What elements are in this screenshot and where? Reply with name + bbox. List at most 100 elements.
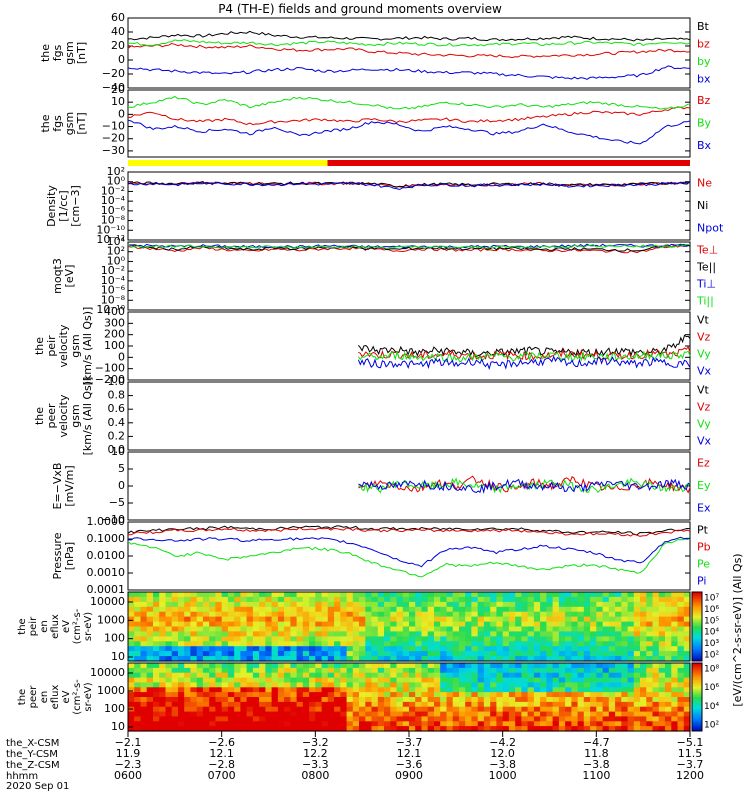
- heatmap-cell: [440, 711, 447, 718]
- heatmap-cell: [621, 611, 629, 618]
- heatmap-cell: [415, 721, 422, 727]
- heatmap-cell: [452, 631, 460, 637]
- heatmap-cell: [240, 716, 248, 722]
- heatmap-cell: [190, 596, 198, 603]
- heatmap-cell: [440, 601, 447, 608]
- heatmap-cell: [502, 611, 510, 618]
- heatmap-cell: [596, 672, 604, 679]
- heatmap-cell: [252, 663, 260, 669]
- heatmap-cell: [384, 667, 391, 674]
- heatmap-cell: [184, 651, 191, 657]
- heatmap-cell: [465, 687, 472, 693]
- heatmap-cell: [284, 606, 291, 613]
- heatmap-cell: [227, 606, 235, 613]
- heatmap-cell: [290, 651, 298, 657]
- heatmap-cell: [365, 616, 373, 623]
- heatmap-cell: [552, 697, 560, 703]
- heatmap-cell: [140, 706, 148, 713]
- heatmap-cell: [215, 641, 223, 647]
- heatmap-cell: [140, 606, 148, 613]
- colorbar-segment: [692, 690, 702, 693]
- heatmap-cell: [396, 697, 404, 703]
- heatmap-cell: [159, 596, 166, 603]
- heatmap-cell: [615, 616, 622, 623]
- heatmap-cell: [284, 687, 291, 693]
- heatmap-cell: [340, 687, 348, 693]
- heatmap-cell: [371, 601, 379, 608]
- heatmap-cell: [665, 592, 672, 598]
- heatmap-cell: [459, 711, 466, 718]
- heatmap-cell: [621, 626, 629, 632]
- heatmap-cell: [202, 682, 210, 688]
- heatmap-cell: [396, 706, 404, 713]
- heatmap-cell: [508, 726, 516, 732]
- heatmap-cell: [665, 631, 672, 637]
- heatmap-cell: [302, 656, 310, 662]
- heatmap-cell: [221, 646, 229, 652]
- heatmap-cell: [615, 626, 622, 632]
- heatmap-cell: [409, 687, 416, 693]
- heatmap-cell: [259, 682, 266, 688]
- heatmap-cell: [546, 701, 554, 708]
- heatmap-cell: [452, 726, 460, 732]
- heatmap-cell: [440, 646, 447, 652]
- heatmap-cell: [446, 626, 454, 632]
- heatmap-cell: [552, 636, 560, 642]
- heatmap-cell: [502, 636, 510, 642]
- heatmap-cell: [184, 646, 191, 652]
- heatmap-cell: [465, 592, 472, 598]
- heatmap-cell: [615, 651, 622, 657]
- heatmap-cell: [265, 726, 273, 732]
- heatmap-cell: [302, 651, 310, 657]
- heatmap-cell: [277, 601, 285, 608]
- heatmap-cell: [128, 611, 135, 618]
- colorbar-segment: [692, 727, 702, 730]
- heatmap-cell: [284, 663, 291, 669]
- heatmap-cell: [546, 672, 554, 679]
- heatmap-cell: [196, 596, 204, 603]
- y-axis-label: the: [33, 337, 46, 355]
- heatmap-cell: [365, 626, 373, 632]
- heatmap-cell: [440, 592, 447, 598]
- heatmap-cell: [421, 621, 429, 628]
- heatmap-cell: [602, 592, 610, 598]
- heatmap-cell: [671, 692, 679, 698]
- heatmap-cell: [558, 646, 566, 652]
- heatmap-cell: [521, 711, 529, 718]
- heatmap-cell: [596, 692, 604, 698]
- heatmap-cell: [621, 631, 629, 637]
- y-tick-label: 1.0000: [87, 515, 126, 528]
- heatmap-cell: [165, 636, 173, 642]
- heatmap-cell: [321, 651, 329, 657]
- heatmap-cell: [202, 711, 210, 718]
- heatmap-cell: [327, 692, 335, 698]
- heatmap-cell: [665, 606, 672, 613]
- heatmap-cell: [571, 667, 579, 674]
- heatmap-cell: [277, 687, 285, 693]
- heatmap-cell: [296, 692, 304, 698]
- heatmap-cell: [259, 706, 266, 713]
- heatmap-cell: [315, 592, 323, 598]
- heatmap-cell: [377, 626, 385, 632]
- heatmap-cell: [608, 672, 616, 679]
- heatmap-cell: [340, 716, 348, 722]
- heatmap-cell: [209, 692, 216, 698]
- heatmap-cell: [646, 592, 654, 598]
- heatmap-cell: [259, 692, 266, 698]
- heatmap-cell: [633, 663, 641, 669]
- heatmap-cell: [496, 687, 504, 693]
- heatmap-cell: [446, 726, 454, 732]
- heatmap-cell: [352, 721, 360, 727]
- heatmap-cell: [396, 596, 404, 603]
- heatmap-cell: [184, 641, 191, 647]
- heatmap-cell: [652, 721, 660, 727]
- heatmap-cell: [402, 716, 410, 722]
- heatmap-cell: [296, 616, 304, 623]
- heatmap-cell: [190, 721, 198, 727]
- heatmap-cell: [471, 626, 479, 632]
- heatmap-cell: [415, 656, 422, 662]
- legend-label-Vy: Vy: [697, 348, 711, 361]
- heatmap-cell: [477, 651, 485, 657]
- heatmap-cell: [209, 641, 216, 647]
